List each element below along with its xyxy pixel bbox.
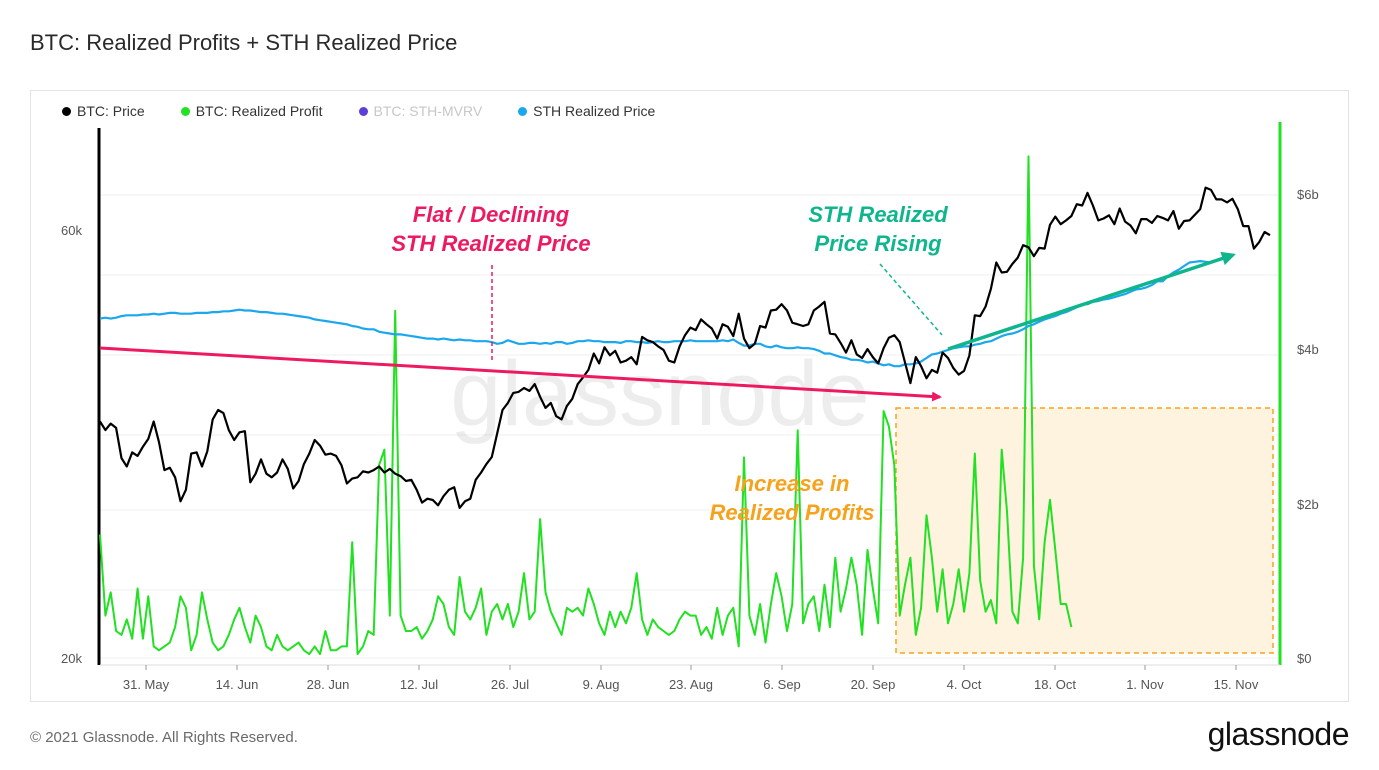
glassnode-logo: glassnode: [1207, 716, 1350, 752]
annotation-label: STH Realized: [808, 202, 948, 227]
annotation-label: Realized Profits: [709, 500, 874, 525]
x-tick-label: 20. Sep: [851, 677, 896, 692]
legend-item-realized-profit[interactable]: BTC: Realized Profit: [180, 103, 323, 119]
x-tick-label: 1. Nov: [1126, 677, 1164, 692]
legend: BTC: Price BTC: Realized Profit BTC: STH…: [62, 103, 655, 119]
legend-dot-icon: [358, 106, 368, 116]
x-tick-label: 4. Oct: [947, 677, 982, 692]
legend-dot-icon: [180, 106, 190, 116]
y-left-tick-label: 20k: [61, 651, 82, 666]
legend-item-sth-mvrv[interactable]: BTC: STH-MVRV: [358, 103, 483, 119]
highlight-box: [895, 407, 1274, 654]
x-tick-label: 28. Jun: [307, 677, 350, 692]
series-line-btc-price: [99, 186, 1271, 509]
y-right-tick-label: $6b: [1297, 187, 1319, 202]
legend-label: BTC: STH-MVRV: [373, 103, 483, 119]
legend-label: BTC: Realized Profit: [195, 103, 323, 119]
watermark: glassnode: [450, 343, 869, 445]
legend-dot-icon: [518, 106, 528, 116]
annotation-label: Price Rising: [814, 231, 942, 256]
x-tick-label: 15. Nov: [1214, 677, 1259, 692]
x-tick-label: 14. Jun: [216, 677, 259, 692]
annotation-label: Flat / Declining: [413, 202, 570, 227]
series-line-sth-realized-price: [99, 260, 1212, 368]
x-tick-label: 23. Aug: [669, 677, 713, 692]
chart-title: BTC: Realized Profits + STH Realized Pri…: [30, 30, 458, 55]
chart-panel: [30, 90, 1349, 702]
x-tick-label: 6. Sep: [763, 677, 801, 692]
y-left-tick-label: 60k: [61, 223, 82, 238]
copyright-footer: © 2021 Glassnode. All Rights Reserved.: [30, 729, 298, 746]
x-tick-label: 12. Jul: [400, 677, 438, 692]
legend-item-btc-price[interactable]: BTC: Price: [62, 103, 145, 119]
arrow-rising: [947, 251, 1236, 351]
annotation-label: Increase in: [735, 471, 850, 496]
x-tick-label: 18. Oct: [1034, 677, 1076, 692]
x-tick-label: 26. Jul: [491, 677, 529, 692]
pointer-dashed-line: [879, 263, 943, 336]
legend-label: BTC: Price: [77, 103, 145, 119]
series-line-btc-realized-profit: [99, 155, 1073, 656]
legend-dot-icon: [62, 106, 71, 116]
legend-item-sth-realized-price[interactable]: STH Realized Price: [518, 103, 655, 119]
y-right-tick-label: $0: [1297, 651, 1311, 666]
legend-label: STH Realized Price: [533, 103, 656, 119]
x-tick-label: 31. May: [123, 677, 170, 692]
x-tick-label: 9. Aug: [583, 677, 620, 692]
y-right-tick-label: $2b: [1297, 497, 1319, 512]
y-right-tick-label: $4b: [1297, 342, 1319, 357]
annotation-label: STH Realized Price: [391, 231, 590, 256]
arrow-declining: [99, 346, 942, 402]
